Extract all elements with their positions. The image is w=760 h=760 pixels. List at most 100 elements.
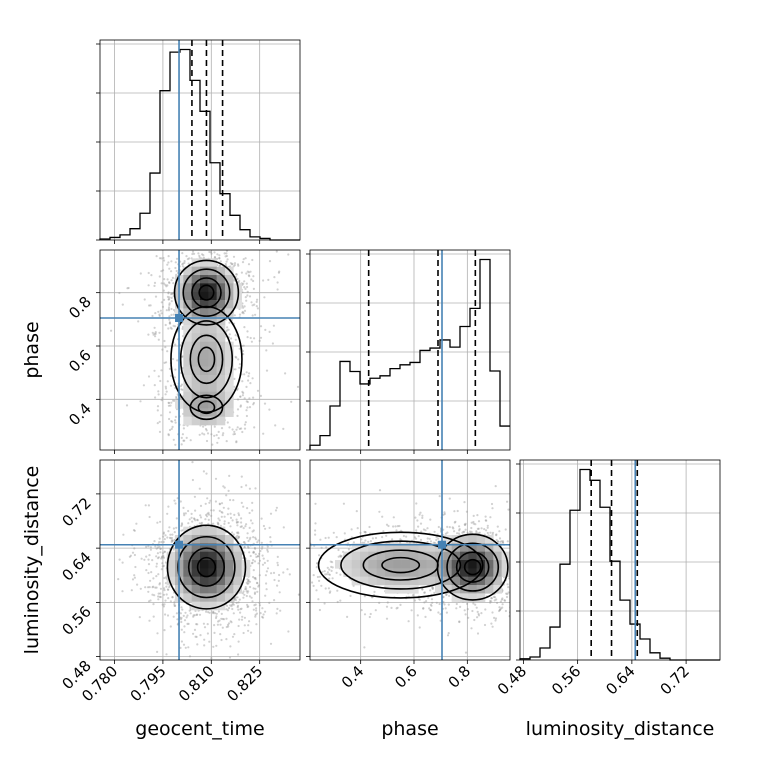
density-cell xyxy=(225,585,234,594)
contour-line xyxy=(455,551,490,583)
sample-point xyxy=(180,436,183,439)
sample-point xyxy=(420,530,423,533)
sample-point xyxy=(126,287,129,290)
sample-point xyxy=(199,504,203,507)
sample-point xyxy=(157,310,160,313)
density-cell xyxy=(208,560,217,569)
sample-point xyxy=(220,515,223,518)
density-cell xyxy=(360,543,369,552)
sample-point xyxy=(164,599,167,602)
density-cell xyxy=(468,543,477,552)
sample-point xyxy=(217,517,220,520)
density-cell xyxy=(208,300,217,309)
sample-point xyxy=(255,612,258,615)
sample-point xyxy=(265,582,268,585)
sample-point xyxy=(153,332,156,335)
sample-point xyxy=(182,614,185,618)
sample-point xyxy=(157,592,160,595)
sample-point xyxy=(461,531,464,534)
sample-point xyxy=(170,270,173,273)
sample-point xyxy=(156,557,160,560)
density-cell xyxy=(191,383,201,392)
sample-point xyxy=(419,511,422,514)
sample-point xyxy=(155,255,158,258)
sample-point xyxy=(159,587,162,590)
density-cell xyxy=(191,391,201,401)
sample-point xyxy=(168,281,171,285)
panel-frame xyxy=(99,39,301,241)
density-cell xyxy=(183,383,192,392)
sample-point xyxy=(513,554,515,556)
sample-point xyxy=(314,570,316,572)
sample-point xyxy=(254,587,257,590)
density-cell xyxy=(216,593,226,602)
sample-point xyxy=(236,263,240,266)
sample-point xyxy=(226,609,230,612)
sample-point xyxy=(238,347,241,350)
sample-point xyxy=(170,540,173,544)
sample-point xyxy=(243,593,246,596)
sample-point xyxy=(166,588,169,591)
x-tick-label: 0.56 xyxy=(548,662,584,698)
sample-point xyxy=(245,523,248,526)
sample-point xyxy=(173,601,176,604)
sample-point xyxy=(259,394,262,397)
density-cell xyxy=(200,300,209,309)
sample-point xyxy=(233,432,236,436)
sample-point xyxy=(386,601,389,604)
sample-point xyxy=(254,615,257,618)
sample-point xyxy=(279,513,281,515)
sample-point xyxy=(166,350,169,353)
sample-point xyxy=(496,540,500,543)
sample-point xyxy=(297,565,299,567)
sample-point xyxy=(246,285,249,289)
sample-point xyxy=(213,256,217,259)
sample-point xyxy=(253,546,256,550)
sample-point xyxy=(164,582,167,585)
sample-point xyxy=(445,593,448,596)
sample-point xyxy=(192,615,195,618)
sample-point xyxy=(489,601,492,604)
panel-content xyxy=(279,460,519,660)
sample-point xyxy=(145,555,148,558)
sample-point xyxy=(169,537,172,540)
sample-point xyxy=(235,273,238,276)
sample-point xyxy=(168,428,172,432)
sample-point xyxy=(485,519,488,522)
sample-point xyxy=(147,558,150,561)
density-cell xyxy=(225,350,234,359)
sample-point xyxy=(214,477,218,480)
sample-point xyxy=(394,525,397,528)
sample-point xyxy=(506,540,509,543)
sample-point xyxy=(212,241,214,243)
sample-point xyxy=(207,513,211,516)
sample-point xyxy=(194,609,197,613)
sample-point xyxy=(517,538,519,540)
sample-point xyxy=(246,400,249,404)
density-cell xyxy=(191,358,201,367)
sample-point xyxy=(167,307,170,311)
sample-point xyxy=(218,254,221,257)
sample-point xyxy=(269,540,272,543)
density-cell xyxy=(208,526,217,536)
sample-point xyxy=(398,524,401,528)
sample-point xyxy=(194,635,197,638)
sample-point xyxy=(506,500,509,503)
density-cell xyxy=(200,601,209,611)
sample-point xyxy=(184,646,187,649)
density-cell xyxy=(426,568,436,577)
sample-point xyxy=(505,595,509,599)
sample-point xyxy=(168,322,172,325)
sample-point xyxy=(241,349,245,353)
sample-point xyxy=(230,263,233,266)
sample-point xyxy=(402,534,405,538)
sample-point xyxy=(475,530,478,533)
sample-point xyxy=(238,279,241,283)
sample-point xyxy=(207,522,210,526)
sample-point xyxy=(159,520,162,523)
sample-point xyxy=(156,405,160,408)
sample-point xyxy=(429,540,433,543)
sample-point xyxy=(385,534,388,537)
sample-point xyxy=(501,603,504,606)
sample-point xyxy=(282,578,284,580)
